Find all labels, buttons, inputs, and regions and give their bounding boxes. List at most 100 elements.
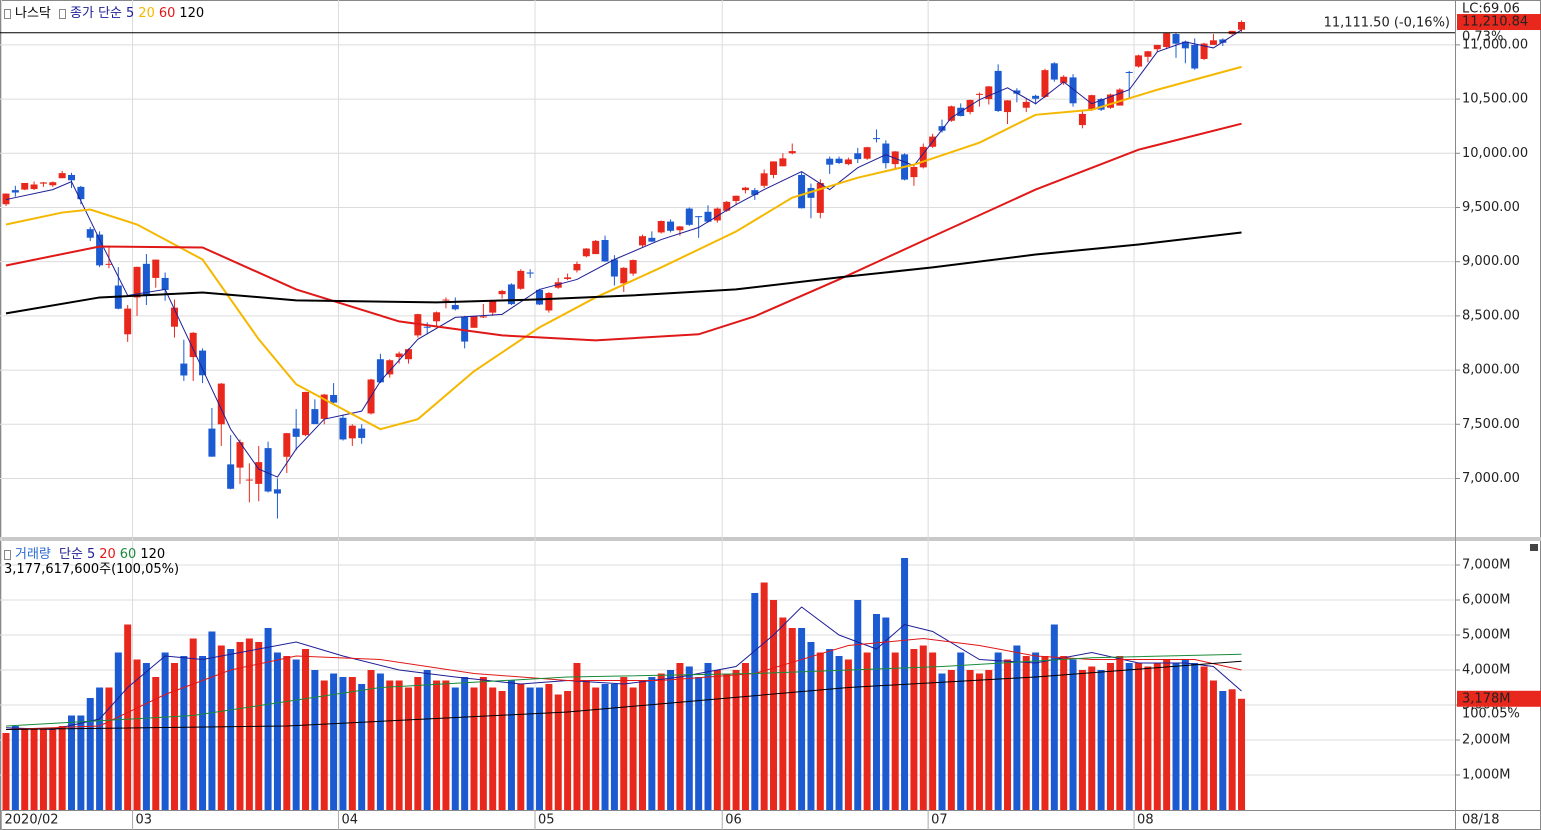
volume-bar bbox=[1172, 663, 1180, 810]
volume-header: 거래량 단순 5 20 60 120 bbox=[4, 543, 169, 562]
volume-bar bbox=[292, 659, 300, 810]
candle-body bbox=[105, 263, 113, 265]
volume-bar bbox=[1004, 659, 1012, 810]
x-tick-label: 06 bbox=[725, 813, 742, 828]
volume-bar bbox=[638, 680, 646, 810]
volume-bar bbox=[339, 677, 347, 810]
volume-bar bbox=[816, 652, 824, 810]
volume-bar bbox=[947, 670, 955, 810]
volume-bar bbox=[760, 582, 768, 810]
candle-body bbox=[273, 489, 281, 494]
volume-bar bbox=[1153, 663, 1161, 810]
candle-body bbox=[507, 284, 515, 305]
x-tick-label: 05 bbox=[538, 813, 555, 828]
volume-bar bbox=[657, 673, 665, 810]
candle-body bbox=[536, 289, 544, 305]
candle-body bbox=[891, 151, 899, 165]
volume-bar bbox=[872, 614, 880, 810]
legend-entry: 5 bbox=[86, 547, 96, 562]
candle-body bbox=[479, 316, 487, 318]
volume-bar bbox=[30, 729, 38, 810]
volume-bar bbox=[648, 677, 656, 810]
volume-bar bbox=[395, 680, 403, 810]
y-tick-label: 9,500.00 bbox=[1462, 200, 1520, 215]
volume-bar bbox=[114, 652, 122, 810]
ma-line bbox=[5, 231, 1242, 315]
x-tick-label: 2020/02 bbox=[5, 813, 59, 828]
volume-bar bbox=[554, 694, 562, 810]
ma-label: 종가 단순 bbox=[70, 6, 123, 21]
candle-body bbox=[227, 464, 235, 489]
legend-entry: 20 bbox=[138, 6, 155, 21]
candle-body bbox=[695, 216, 703, 218]
volume-bar bbox=[1163, 659, 1171, 810]
candle-body bbox=[704, 211, 712, 222]
candle-body bbox=[554, 282, 562, 288]
volume-bar bbox=[367, 670, 375, 810]
candle-body bbox=[30, 184, 38, 190]
volume-bar bbox=[245, 638, 253, 810]
candle-body bbox=[938, 126, 946, 131]
candle-body bbox=[1097, 99, 1105, 110]
candle-body bbox=[161, 277, 169, 290]
volume-bar bbox=[1032, 652, 1040, 810]
volume-bar bbox=[180, 656, 188, 810]
volume-bar bbox=[536, 687, 544, 810]
candle-body bbox=[1209, 40, 1217, 45]
volume-bar bbox=[1125, 663, 1133, 810]
volume-bar bbox=[208, 631, 216, 810]
candle-body bbox=[236, 442, 244, 468]
volume-bar bbox=[1135, 663, 1143, 810]
candle-body bbox=[404, 349, 412, 360]
volume-bar bbox=[517, 684, 525, 810]
candle-body bbox=[947, 106, 955, 121]
candle-body bbox=[330, 394, 338, 403]
candle-body bbox=[217, 383, 225, 425]
ma-label: 단순 bbox=[59, 547, 83, 562]
legend-entry: 120 bbox=[179, 6, 205, 21]
y-tick-label: 7,000M bbox=[1462, 558, 1510, 573]
last-price-label: 11,210.84 bbox=[1462, 15, 1528, 30]
volume-bar bbox=[564, 691, 572, 810]
candle-body bbox=[835, 158, 843, 164]
volume-bar bbox=[199, 656, 207, 810]
candle-body bbox=[245, 479, 253, 481]
volume-bar bbox=[1144, 666, 1152, 810]
volume-bar bbox=[49, 727, 57, 810]
candle-body bbox=[1106, 94, 1114, 108]
candle-body bbox=[816, 182, 824, 213]
candle-body bbox=[133, 266, 141, 298]
candle-body bbox=[667, 221, 675, 231]
volume-bar bbox=[891, 652, 899, 810]
candle-body bbox=[498, 290, 506, 295]
volume-bar bbox=[966, 670, 974, 810]
volume-bar bbox=[826, 649, 834, 810]
candle-body bbox=[1125, 71, 1133, 73]
ma-line bbox=[5, 29, 1242, 478]
ma-line bbox=[5, 660, 1242, 731]
volume-bar bbox=[433, 680, 441, 810]
candle-body bbox=[1041, 70, 1049, 97]
volume-bar bbox=[311, 670, 319, 810]
candle-body bbox=[1163, 33, 1171, 48]
volume-bar bbox=[919, 645, 927, 810]
candle-body bbox=[39, 182, 47, 184]
candle-body bbox=[854, 153, 862, 160]
y-tick-label: 10,000.00 bbox=[1462, 146, 1528, 161]
volume-bar bbox=[152, 677, 160, 810]
candle-body bbox=[1219, 39, 1227, 43]
volume-bar bbox=[807, 642, 815, 810]
volume-bar bbox=[461, 677, 469, 810]
last-price-box bbox=[1457, 14, 1541, 31]
candle-body bbox=[311, 409, 319, 425]
y-tick-label: 6,000M bbox=[1462, 593, 1510, 608]
icon bbox=[4, 8, 11, 19]
x-tick-label: 07 bbox=[931, 813, 948, 828]
candle-body bbox=[798, 174, 806, 209]
x-tick-label: 03 bbox=[136, 813, 153, 828]
volume-bar bbox=[545, 684, 553, 810]
candle-body bbox=[676, 226, 684, 231]
y-tick-label: 8,000.00 bbox=[1462, 363, 1520, 378]
volume-bar bbox=[1050, 624, 1058, 810]
candle-body bbox=[741, 187, 749, 191]
